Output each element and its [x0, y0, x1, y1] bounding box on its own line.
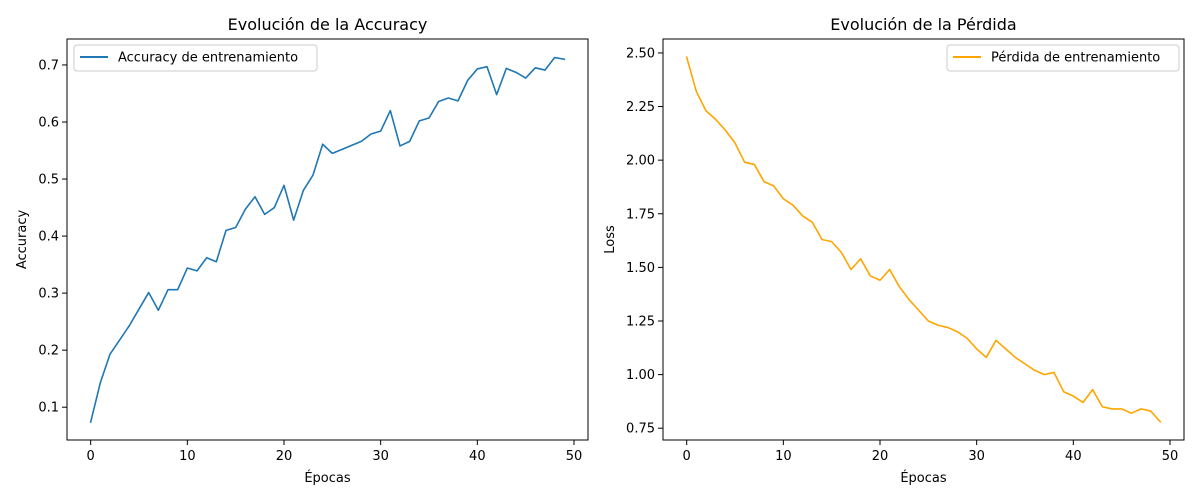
- accuracy-legend: Accuracy de entrenamiento: [73, 44, 318, 72]
- loss-series-line-0: [685, 56, 1162, 423]
- loss-y-ticks: 0.75 1.00 1.25 1.50 1.75 2.00 2.25 2.50: [626, 46, 663, 437]
- loss-x-tick-label-0: 0: [683, 449, 691, 464]
- accuracy-x-tick-label-1: 10: [179, 449, 196, 464]
- loss-chart: Evolución de la Pérdida 0 10 20 30 40 50 0.75…: [603, 15, 1185, 486]
- loss-y-tick-label-6: 2.25: [626, 100, 655, 115]
- accuracy-x-tick-label-0: 0: [87, 449, 95, 464]
- loss-x-tick-label-3: 30: [968, 449, 985, 464]
- loss-plot-frame: [662, 38, 1185, 441]
- loss-y-tick-label-0: 0.75: [626, 422, 655, 437]
- loss-chart-title: Evolución de la Pérdida: [830, 15, 1016, 34]
- accuracy-chart: Evolución de la Accuracy 0 10 20 30 40 50 0.1…: [15, 15, 589, 486]
- loss-y-tick-label-3: 1.50: [626, 261, 655, 276]
- accuracy-y-tick-label-0: 0.1: [38, 401, 59, 416]
- loss-y-tick-label-7: 2.50: [626, 46, 655, 61]
- loss-x-ticks: 0 10 20 30 40 50: [683, 440, 1179, 464]
- loss-y-axis-label: Loss: [603, 225, 618, 254]
- accuracy-y-ticks: 0.1 0.2 0.3 0.4 0.5 0.6 0.7: [38, 58, 67, 416]
- loss-legend: Pérdida de entrenamiento: [946, 44, 1180, 72]
- accuracy-y-axis-label: Accuracy: [15, 210, 30, 270]
- loss-x-tick-label-1: 10: [775, 449, 792, 464]
- accuracy-y-tick-label-5: 0.6: [38, 115, 59, 130]
- loss-series-layer: [685, 56, 1162, 423]
- loss-y-tick-label-1: 1.00: [626, 368, 655, 383]
- accuracy-x-ticks: 0 10 20 30 40 50: [87, 440, 583, 464]
- accuracy-series-line-0: [89, 56, 566, 423]
- loss-y-tick-label-5: 2.00: [626, 154, 655, 169]
- accuracy-x-tick-label-2: 20: [276, 449, 293, 464]
- loss-legend-box: [946, 44, 1180, 72]
- accuracy-x-axis-label: Épocas: [304, 470, 351, 486]
- accuracy-legend-label: Accuracy de entrenamiento: [118, 51, 298, 66]
- accuracy-plot-frame: [66, 38, 589, 441]
- accuracy-x-tick-label-3: 30: [372, 449, 389, 464]
- loss-x-axis-label: Épocas: [900, 470, 947, 486]
- loss-x-tick-label-5: 50: [1162, 449, 1179, 464]
- accuracy-y-tick-label-1: 0.2: [38, 344, 59, 359]
- loss-y-tick-label-4: 1.75: [626, 207, 655, 222]
- loss-legend-label: Pérdida de entrenamiento: [991, 51, 1160, 66]
- loss-x-tick-label-2: 20: [872, 449, 889, 464]
- accuracy-y-tick-label-2: 0.3: [38, 287, 59, 302]
- accuracy-series-layer: [89, 56, 566, 423]
- accuracy-chart-title: Evolución de la Accuracy: [228, 15, 428, 34]
- accuracy-y-tick-label-4: 0.5: [38, 173, 59, 188]
- accuracy-x-tick-label-5: 50: [566, 449, 583, 464]
- loss-y-tick-label-2: 1.25: [626, 314, 655, 329]
- accuracy-x-tick-label-4: 40: [469, 449, 486, 464]
- loss-x-tick-label-4: 40: [1065, 449, 1082, 464]
- accuracy-legend-box: [73, 44, 318, 72]
- accuracy-y-tick-label-6: 0.7: [38, 58, 59, 73]
- accuracy-y-tick-label-3: 0.4: [38, 230, 59, 245]
